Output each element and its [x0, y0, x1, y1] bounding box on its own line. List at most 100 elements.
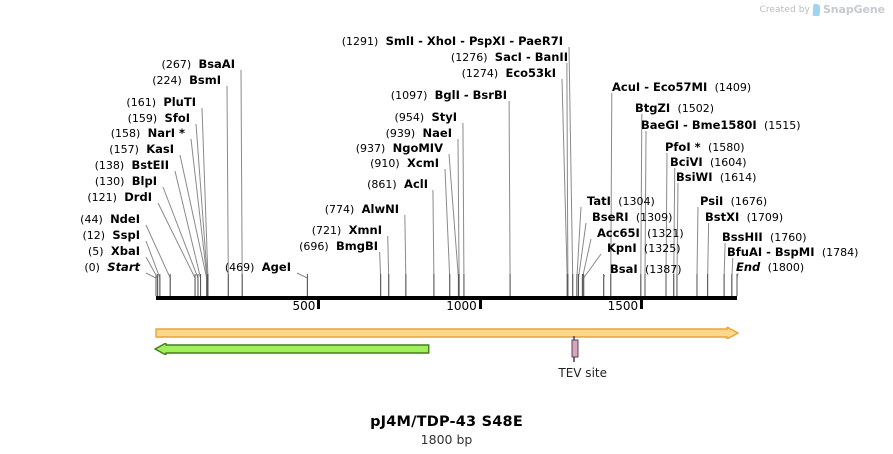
ruler-tick — [317, 300, 321, 309]
enzyme-label[interactable]: KpnI (1325) — [607, 242, 681, 255]
enzyme-name: Eco53kI — [505, 66, 556, 80]
enzyme-position: (1291) — [341, 35, 379, 48]
enzyme-name-separator: - — [505, 34, 519, 48]
enzyme-position: (1614) — [719, 171, 757, 184]
enzyme-label[interactable]: (0) Start — [0, 261, 140, 274]
enzyme-label[interactable]: PfoI * (1580) — [665, 141, 745, 154]
enzyme-label[interactable]: BsiWI (1614) — [676, 171, 756, 184]
enzyme-label[interactable]: (696) BmgBI — [0, 240, 378, 253]
enzyme-label[interactable]: BtgZI (1502) — [635, 102, 714, 115]
enzyme-name-separator: - — [414, 34, 427, 48]
enzyme-label[interactable]: AcuI - Eco57MI (1409) — [612, 81, 751, 94]
enzyme-name: SfoI — [164, 111, 190, 125]
enzyme-label[interactable]: (939) NaeI — [0, 127, 452, 140]
enzyme-label[interactable]: (1291) SmlI - XhoI - PspXI - PaeR7I — [0, 35, 563, 48]
enzyme-position: (774) — [324, 203, 355, 216]
enzyme-label[interactable]: (267) BsaAI — [0, 58, 235, 71]
enzyme-label[interactable]: PsiI (1676) — [700, 195, 767, 208]
enzyme-leader-line — [561, 78, 568, 296]
ruler-tick-label: 500 — [292, 299, 316, 313]
enzyme-label[interactable]: BfuAI - BspMI (1784) — [727, 246, 858, 259]
enzyme-position: (267) — [161, 58, 192, 71]
enzyme-name: End — [736, 260, 761, 274]
enzyme-label[interactable]: End (1800) — [736, 261, 804, 274]
enzyme-position: (954) — [394, 111, 425, 124]
tev-site-shape — [571, 336, 579, 362]
enzyme-name: Eco57MI — [652, 80, 708, 94]
enzyme-position: (1515) — [763, 119, 801, 132]
enzyme-position: (224) — [152, 74, 182, 87]
enzyme-label[interactable]: (469) AgeI — [0, 261, 291, 274]
enzyme-position: (1760) — [769, 231, 807, 244]
enzyme-leader-line — [432, 189, 435, 296]
enzyme-position: (1325) — [643, 242, 681, 255]
enzyme-position: (861) — [367, 178, 397, 191]
enzyme-name-separator: - — [459, 88, 473, 102]
enzyme-name: BglI — [434, 88, 460, 102]
enzyme-label[interactable]: (1276) SacI - BanII — [0, 51, 568, 64]
enzyme-label[interactable]: (12) SspI — [0, 229, 140, 242]
enzyme-name: BseRI — [592, 210, 629, 224]
enzyme-label[interactable]: (937) NgoMIV — [0, 142, 443, 155]
enzyme-position: (469) — [224, 261, 255, 274]
enzyme-position: (1409) — [714, 81, 752, 94]
enzyme-leader-line — [576, 206, 582, 296]
enzyme-label[interactable]: (158) NarI * — [0, 127, 185, 140]
enzyme-label[interactable]: (224) BsmI — [0, 74, 221, 87]
enzyme-name: StyI — [431, 110, 457, 124]
enzyme-name: SspI — [112, 228, 140, 242]
enzyme-leader-line — [457, 138, 460, 296]
enzyme-position: (696) — [299, 240, 329, 253]
enzyme-name: BssHII — [722, 230, 763, 244]
enzyme-name: BspMI — [774, 245, 815, 259]
enzyme-label[interactable]: BsaI (1387) — [610, 263, 682, 276]
enzyme-name: KpnI — [607, 241, 637, 255]
enzyme-label[interactable]: (44) NdeI — [0, 213, 140, 226]
enzyme-label[interactable]: (910) XcmI — [0, 157, 439, 170]
orf-arrow[interactable] — [154, 324, 740, 341]
enzyme-leader-line — [404, 214, 407, 296]
enzyme-position: (158) — [110, 127, 141, 140]
enzyme-leader-line — [462, 122, 465, 296]
enzyme-label[interactable]: BssHII (1760) — [722, 231, 807, 244]
tev-site-marker[interactable] — [568, 336, 581, 362]
enzyme-label[interactable]: (161) PluTI — [0, 96, 196, 109]
enzyme-name: Start — [107, 260, 140, 274]
enzyme-position: (1784) — [821, 246, 859, 259]
enzyme-label[interactable]: Acc65I (1321) — [597, 227, 684, 240]
enzyme-label[interactable]: (721) XmnI — [0, 224, 382, 237]
enzyme-position: (910) — [370, 157, 400, 170]
enzyme-leader-line — [379, 251, 382, 296]
enzyme-position: (1304) — [618, 195, 655, 208]
enzyme-label[interactable]: (774) AlwNI — [0, 203, 399, 216]
enzyme-label[interactable]: (1274) Eco53kI — [0, 67, 556, 80]
enzyme-label[interactable]: (954) StyI — [0, 111, 457, 124]
enzyme-label[interactable]: BaeGI - Bme1580I (1515) — [641, 119, 801, 132]
enzyme-name: PsiI — [700, 194, 724, 208]
enzyme-leader-line — [723, 242, 726, 296]
enzyme-label[interactable]: (159) SfoI — [0, 112, 190, 125]
enzyme-label[interactable]: (157) KasI — [0, 143, 174, 156]
enzyme-position: (44) — [80, 213, 103, 226]
enzyme-position: (157) — [109, 143, 139, 156]
enzyme-label[interactable]: (1097) BglI - BsrBI — [0, 89, 507, 102]
enzyme-name-separator: - — [762, 245, 775, 259]
enzyme-label[interactable]: BciVI (1604) — [670, 156, 747, 169]
enzyme-label[interactable]: (138) BstEII — [0, 159, 169, 172]
enzyme-name: BmgBI — [335, 239, 378, 253]
enzyme-label[interactable]: (130) BlpI — [0, 175, 157, 188]
enzyme-label[interactable]: BseRI (1309) — [592, 211, 672, 224]
enzyme-name: PspXI — [468, 34, 506, 48]
enzyme-label[interactable]: TatI (1304) — [587, 195, 655, 208]
enzyme-name: BanII — [534, 50, 568, 64]
snapgene-brand-label: SnapGene — [822, 3, 885, 16]
promoter-arrow[interactable] — [153, 340, 431, 357]
enzyme-position: (138) — [94, 159, 125, 172]
enzyme-name: AcuI — [612, 80, 641, 94]
enzyme-label[interactable]: (861) AclI — [0, 178, 428, 191]
enzyme-label[interactable]: (5) XbaI — [0, 245, 140, 258]
enzyme-label[interactable]: (121) DrdI — [0, 191, 152, 204]
enzyme-leader-line — [581, 238, 592, 296]
enzyme-name: BsaI — [610, 262, 638, 276]
enzyme-label[interactable]: BstXI (1709) — [705, 211, 783, 224]
